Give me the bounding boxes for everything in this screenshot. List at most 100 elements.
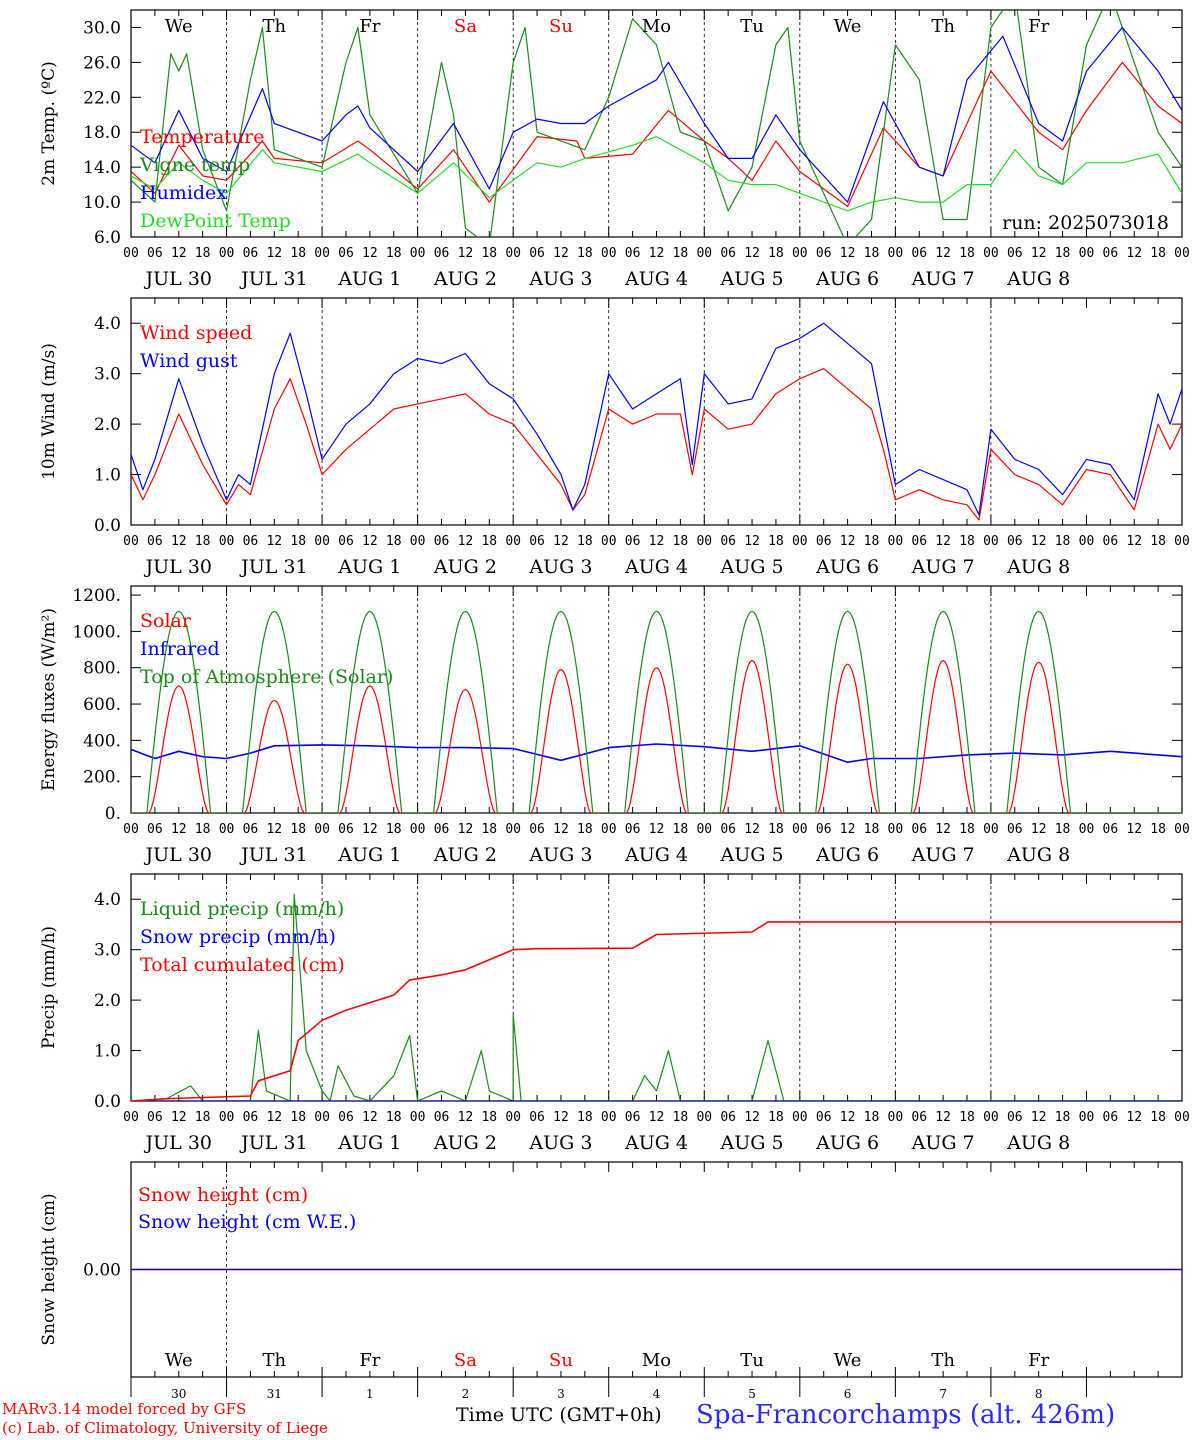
hour-tick-label: 00 (1079, 822, 1095, 837)
date-label: AUG 2 (433, 1132, 497, 1154)
hour-tick-label: 18 (577, 822, 593, 837)
day-name: Su (549, 1350, 573, 1371)
hour-tick-label: 12 (1126, 534, 1142, 549)
hour-tick-label: 18 (1055, 246, 1071, 261)
hour-tick-label: 18 (864, 1110, 880, 1125)
hour-tick-label: 12 (840, 534, 856, 549)
day-name: Tu (740, 1350, 764, 1371)
y-tick-label: 800. (83, 659, 121, 679)
legend-entry: Humidex (140, 182, 227, 204)
hour-tick-label: 00 (219, 246, 235, 261)
panel-temperature: 6.0 10.0 14.0 18.0 22.0 26.0 30.0 2m Temp. (ºC)… (39, 9, 1190, 290)
hour-tick-label: 18 (864, 822, 880, 837)
y-tick-label: 0.0 (94, 1092, 121, 1112)
hour-tick-label: 06 (1007, 534, 1023, 549)
hour-tick-label: 06 (243, 246, 259, 261)
day-name: Fr (1028, 16, 1049, 37)
hour-tick-label: 00 (792, 1110, 808, 1125)
hour-tick-label: 00 (219, 822, 235, 837)
hour-tick-label: 00 (314, 534, 330, 549)
run-annotation: run: 2025073018 (1002, 212, 1169, 234)
hour-tick-label: 12 (362, 534, 378, 549)
hour-tick-label: 12 (553, 534, 569, 549)
hour-tick-label: 12 (553, 822, 569, 837)
hour-tick-label: 18 (1150, 1110, 1166, 1125)
hour-tick-label: 06 (625, 534, 641, 549)
day-number: 4 (653, 1387, 661, 1401)
hour-tick-label: 06 (338, 1110, 354, 1125)
hour-tick-label: 12 (935, 1110, 951, 1125)
y-tick-label: 2.0 (94, 991, 121, 1011)
date-label: AUG 5 (720, 1132, 784, 1154)
y-tick-label: 1000. (72, 622, 121, 642)
series-line-temperature (131, 61, 1182, 207)
day-name: Th (263, 16, 287, 37)
hour-tick-label: 06 (911, 1110, 927, 1125)
hour-tick-label: 00 (983, 246, 999, 261)
hour-tick-label: 12 (266, 534, 282, 549)
hour-tick-label: 06 (720, 534, 736, 549)
day-number: 7 (939, 1387, 947, 1401)
hour-tick-label: 18 (386, 246, 402, 261)
y-tick-label: 18.0 (83, 123, 121, 143)
hour-tick-label: 12 (649, 534, 665, 549)
day-name: We (165, 1350, 193, 1371)
hour-tick-label: 18 (1150, 822, 1166, 837)
hour-tick-label: 12 (458, 534, 474, 549)
y-tick-label: 14.0 (83, 158, 121, 178)
hour-tick-label: 00 (983, 822, 999, 837)
y-tick-label: 1.0 (94, 1042, 121, 1062)
hour-tick-label: 18 (768, 246, 784, 261)
hour-tick-label: 12 (1126, 1110, 1142, 1125)
day-number: 5 (748, 1387, 756, 1401)
date-label: AUG 7 (911, 1132, 975, 1154)
hour-tick-label: 12 (171, 822, 187, 837)
y-tick-label: 4.0 (94, 314, 121, 334)
hour-tick-label: 00 (983, 534, 999, 549)
series-line-wind-gust (131, 322, 1182, 516)
legend-entry: Infrared (140, 638, 220, 660)
hour-tick-label: 18 (768, 1110, 784, 1125)
legend-entry: Wind gust (140, 350, 238, 372)
date-label: JUL 30 (144, 556, 212, 578)
hour-tick-label: 12 (362, 822, 378, 837)
panel-wind: 0.0 1.0 2.0 3.0 4.0 10m Wind (m/s) 00 06 12 18 00 0… (39, 297, 1190, 578)
hour-tick-label: 12 (935, 534, 951, 549)
hour-tick-label: 18 (768, 534, 784, 549)
hour-tick-label: 06 (243, 822, 259, 837)
hour-tick-label: 06 (625, 246, 641, 261)
date-label: AUG 1 (337, 556, 401, 578)
series-line-dewpoint-temp (131, 136, 1182, 212)
hour-tick-label: 06 (147, 822, 163, 837)
hour-tick-label: 06 (1007, 246, 1023, 261)
hour-tick-label: 18 (195, 822, 211, 837)
hour-tick-label: 00 (410, 1110, 426, 1125)
legend-entry: Snow height (cm W.E.) (138, 1211, 356, 1233)
hour-tick-label: 18 (959, 534, 975, 549)
series-line-total-cumulated-cm- (131, 921, 1182, 1101)
panel-precip: 0.0 1.0 2.0 3.0 4.0 Precip (mm/h) 00 06 12 18 00 06… (39, 873, 1190, 1154)
date-label: AUG 6 (815, 1132, 879, 1154)
hour-tick-label: 06 (529, 822, 545, 837)
hour-tick-label: 18 (386, 1110, 402, 1125)
date-label: AUG 6 (815, 844, 879, 866)
hour-tick-label: 00 (505, 534, 521, 549)
hour-tick-label: 06 (1103, 1110, 1119, 1125)
panel-energy: 0. 200. 400. 600. 800. 1000. 1200. Energy fluxe… (39, 585, 1190, 866)
date-label: AUG 5 (720, 844, 784, 866)
hour-tick-label: 06 (147, 1110, 163, 1125)
series-line-vigne-temp (131, 10, 1182, 237)
hour-tick-label: 12 (171, 1110, 187, 1125)
hour-tick-label: 06 (816, 246, 832, 261)
date-label: AUG 8 (1006, 268, 1070, 290)
hour-tick-label: 00 (601, 246, 617, 261)
hour-tick-label: 12 (840, 246, 856, 261)
hour-tick-label: 00 (1174, 246, 1190, 261)
hour-tick-label: 18 (577, 534, 593, 549)
hour-tick-label: 00 (123, 1110, 139, 1125)
hour-tick-label: 18 (195, 1110, 211, 1125)
hour-tick-label: 06 (147, 246, 163, 261)
hour-tick-label: 06 (816, 534, 832, 549)
hour-tick-label: 18 (290, 246, 306, 261)
hour-tick-label: 12 (266, 1110, 282, 1125)
